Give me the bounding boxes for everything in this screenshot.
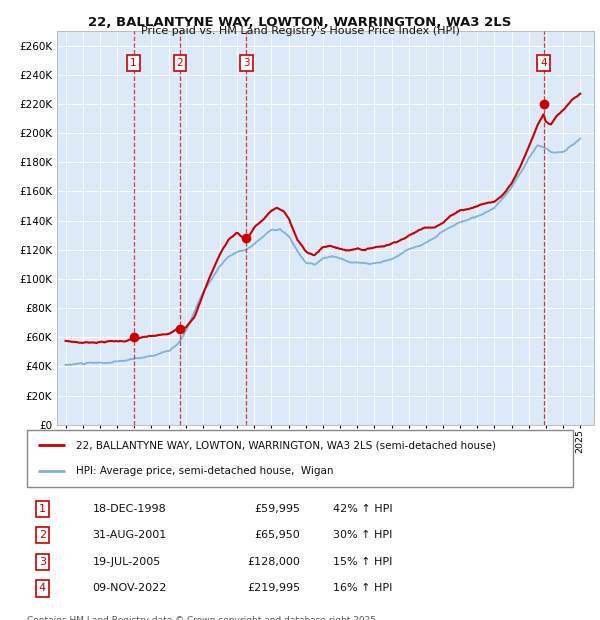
Text: 4: 4 bbox=[540, 58, 547, 68]
Text: 19-JUL-2005: 19-JUL-2005 bbox=[92, 557, 161, 567]
Text: 31-AUG-2001: 31-AUG-2001 bbox=[92, 530, 167, 540]
Text: £65,950: £65,950 bbox=[254, 530, 300, 540]
Text: 42% ↑ HPI: 42% ↑ HPI bbox=[333, 503, 392, 513]
Text: 2: 2 bbox=[39, 530, 46, 540]
Text: 2: 2 bbox=[176, 58, 183, 68]
Text: 1: 1 bbox=[130, 58, 137, 68]
Text: HPI: Average price, semi-detached house,  Wigan: HPI: Average price, semi-detached house,… bbox=[76, 466, 334, 476]
Text: 09-NOV-2022: 09-NOV-2022 bbox=[92, 583, 167, 593]
Text: 3: 3 bbox=[243, 58, 250, 68]
Text: 18-DEC-1998: 18-DEC-1998 bbox=[92, 503, 166, 513]
Text: 16% ↑ HPI: 16% ↑ HPI bbox=[333, 583, 392, 593]
Text: 30% ↑ HPI: 30% ↑ HPI bbox=[333, 530, 392, 540]
Text: £128,000: £128,000 bbox=[247, 557, 300, 567]
Text: £219,995: £219,995 bbox=[247, 583, 300, 593]
Text: Contains HM Land Registry data © Crown copyright and database right 2025.
This d: Contains HM Land Registry data © Crown c… bbox=[27, 616, 379, 620]
Text: 1: 1 bbox=[39, 503, 46, 513]
Text: 3: 3 bbox=[39, 557, 46, 567]
Text: 22, BALLANTYNE WAY, LOWTON, WARRINGTON, WA3 2LS: 22, BALLANTYNE WAY, LOWTON, WARRINGTON, … bbox=[88, 16, 512, 29]
Text: 4: 4 bbox=[39, 583, 46, 593]
Text: 15% ↑ HPI: 15% ↑ HPI bbox=[333, 557, 392, 567]
Text: 22, BALLANTYNE WAY, LOWTON, WARRINGTON, WA3 2LS (semi-detached house): 22, BALLANTYNE WAY, LOWTON, WARRINGTON, … bbox=[76, 440, 496, 450]
FancyBboxPatch shape bbox=[27, 430, 573, 487]
Text: Price paid vs. HM Land Registry's House Price Index (HPI): Price paid vs. HM Land Registry's House … bbox=[140, 26, 460, 36]
Text: £59,995: £59,995 bbox=[254, 503, 300, 513]
